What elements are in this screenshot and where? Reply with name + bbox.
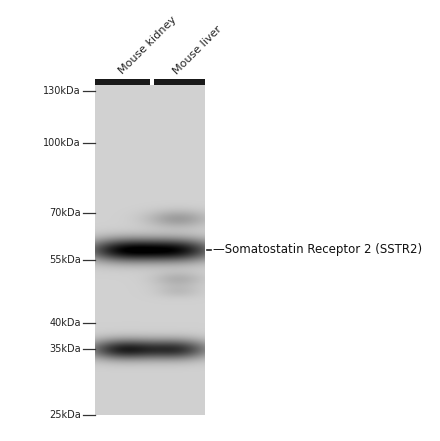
- Text: Mouse kidney: Mouse kidney: [117, 15, 178, 76]
- Text: 55kDa: 55kDa: [49, 255, 81, 265]
- Text: 40kDa: 40kDa: [49, 318, 81, 328]
- Text: 35kDa: 35kDa: [49, 344, 81, 354]
- Text: —Somatostatin Receptor 2 (SSTR2): —Somatostatin Receptor 2 (SSTR2): [213, 243, 422, 256]
- Text: 70kDa: 70kDa: [49, 208, 81, 218]
- Text: 130kDa: 130kDa: [44, 86, 81, 96]
- Text: 100kDa: 100kDa: [44, 138, 81, 148]
- Text: Mouse liver: Mouse liver: [172, 24, 224, 76]
- Text: 25kDa: 25kDa: [49, 410, 81, 420]
